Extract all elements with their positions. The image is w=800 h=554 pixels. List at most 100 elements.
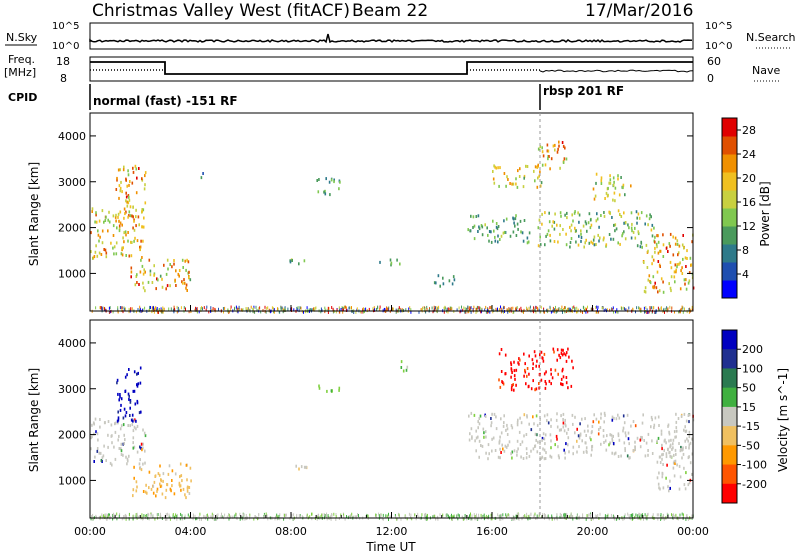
velocity-colorbar-frame — [721, 329, 738, 504]
velocity-cell — [672, 438, 675, 442]
power-cell — [484, 308, 486, 312]
cpid-panel: CPID normal (fast) -151 RF rbsp 201 RF — [8, 84, 624, 110]
power-cell — [119, 168, 121, 172]
velocity-cell — [400, 366, 403, 369]
power-cell — [238, 308, 240, 311]
cpid-label: CPID — [8, 91, 37, 104]
velocity-cell — [527, 517, 529, 521]
power-cell — [682, 306, 684, 310]
velocity-cell — [457, 513, 459, 517]
velocity-cell — [525, 456, 528, 460]
power-cell — [273, 310, 275, 314]
power-cell — [132, 205, 134, 209]
power-cell — [512, 311, 514, 314]
velocity-cell — [500, 417, 502, 421]
power-cell — [185, 268, 187, 272]
power-cell — [654, 235, 656, 239]
power-cell — [529, 305, 531, 309]
power-cell — [129, 214, 132, 218]
velocity-cell — [524, 514, 526, 518]
velocity-cell — [388, 514, 390, 518]
power-cell — [541, 150, 544, 154]
velocity-cell — [550, 372, 552, 376]
power-cell — [678, 310, 679, 314]
power-cell — [250, 305, 252, 309]
power-cell — [470, 214, 472, 218]
power-cell — [624, 237, 627, 241]
velocity-cell — [333, 512, 335, 516]
power-cell — [670, 289, 672, 293]
velocity-cell — [498, 515, 500, 518]
velocity-cell — [686, 514, 688, 517]
power-cell — [387, 307, 389, 311]
power-cell — [155, 287, 157, 291]
velocity-cell — [558, 428, 561, 432]
velocity-cell — [672, 442, 674, 446]
x-tick-label: 04:00 — [175, 525, 207, 538]
velocity-cell — [224, 513, 226, 517]
power-cell — [185, 286, 187, 290]
velocity-cell — [541, 436, 544, 440]
velocity-cell — [468, 414, 470, 418]
power-cell — [136, 176, 138, 180]
velocity-cell — [685, 429, 688, 433]
velocity-cell — [535, 387, 538, 391]
velocity-cell — [120, 449, 123, 453]
freq-trace — [90, 61, 693, 75]
power-cell — [680, 308, 682, 312]
velocity-frame — [89, 319, 694, 519]
velocity-cell — [483, 435, 485, 439]
velocity-cell — [565, 351, 568, 355]
velocity-cell — [358, 514, 359, 517]
velocity-cell — [164, 496, 167, 500]
power-cell — [153, 264, 155, 268]
velocity-cell — [576, 427, 578, 431]
power-cell — [508, 307, 510, 311]
velocity-cell — [527, 385, 530, 389]
power-cell — [173, 310, 175, 314]
power-colorbar-tick-label: 16 — [742, 196, 756, 209]
velocity-cell — [630, 517, 632, 521]
power-cell — [340, 308, 342, 311]
y-tick-label: 2000 — [58, 429, 86, 442]
power-cell — [312, 308, 314, 312]
velocity-cell — [335, 515, 337, 518]
power-cell — [342, 308, 344, 312]
velocity-cell — [254, 515, 256, 518]
power-cell — [108, 220, 111, 224]
power-cell — [648, 217, 651, 221]
velocity-cell — [606, 514, 608, 518]
power-cell — [423, 306, 425, 310]
velocity-cell — [562, 425, 565, 429]
power-cell — [434, 308, 436, 312]
velocity-cell — [99, 451, 102, 455]
power-cell — [125, 254, 127, 257]
power-cell — [525, 164, 527, 168]
power-cell — [214, 308, 216, 312]
power-cell — [580, 236, 583, 239]
power-cell — [327, 308, 329, 312]
power-cell — [101, 209, 104, 213]
power-cell — [657, 240, 660, 244]
power-cell — [205, 308, 207, 312]
power-cell — [503, 310, 504, 314]
velocity-cell — [523, 515, 524, 518]
velocity-cell — [166, 483, 169, 487]
power-cell — [539, 243, 542, 247]
power-cell — [383, 308, 385, 311]
velocity-cell — [188, 492, 191, 495]
velocity-cell — [490, 424, 492, 428]
velocity-cell — [523, 434, 525, 438]
velocity-cell — [491, 517, 493, 521]
power-cell — [538, 174, 540, 178]
velocity-cell — [226, 515, 228, 519]
power-cell — [234, 307, 235, 311]
velocity-cell — [249, 515, 251, 519]
power-cell — [303, 310, 304, 314]
power-cell — [183, 278, 185, 282]
velocity-cell — [283, 513, 285, 517]
velocity-cell — [543, 457, 546, 461]
velocity-cell — [465, 515, 467, 519]
power-cell — [565, 243, 568, 247]
velocity-cell — [526, 367, 529, 370]
